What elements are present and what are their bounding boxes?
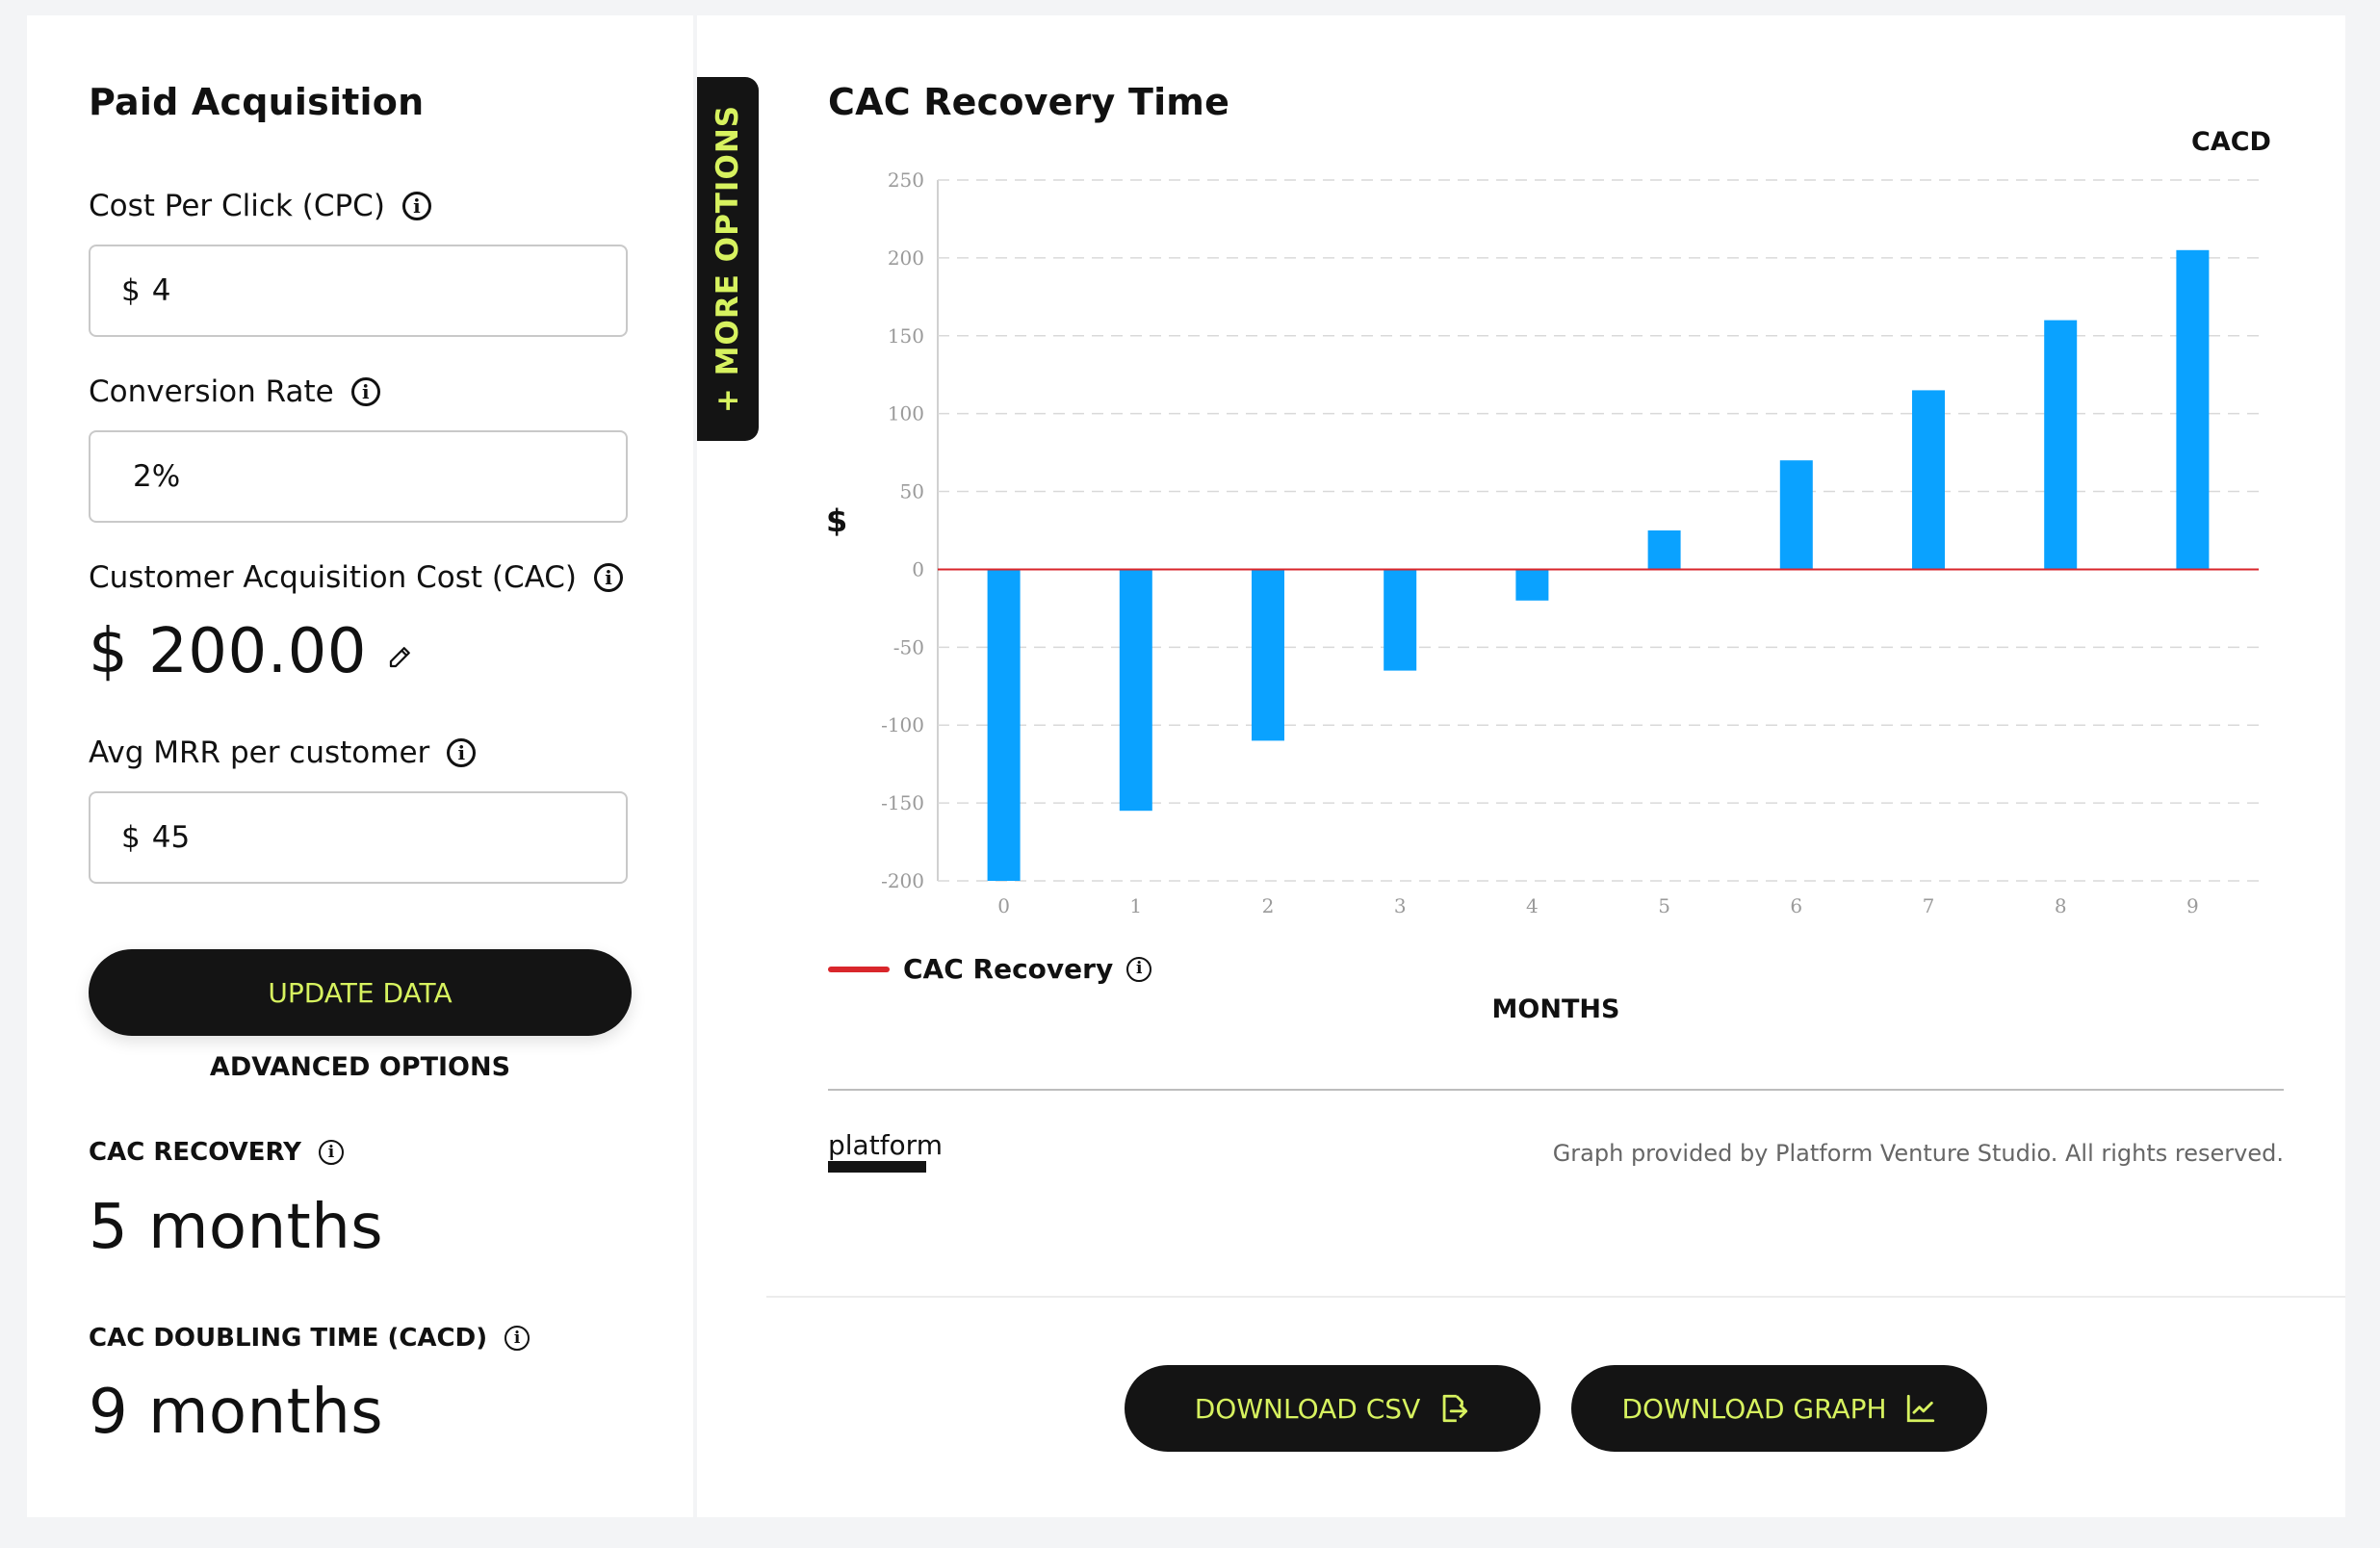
y-tick-label: 200 — [888, 246, 924, 270]
y-tick-label: 150 — [888, 324, 924, 348]
cpc-label: Cost Per Click (CPC) — [89, 189, 385, 223]
y-tick-label: 0 — [912, 557, 924, 580]
y-tick-label: 100 — [888, 402, 924, 426]
currency-prefix: $ — [121, 273, 141, 308]
bar-month-8[interactable] — [2044, 320, 2078, 570]
info-icon[interactable]: i — [1126, 956, 1152, 982]
x-tick-label: 7 — [1923, 894, 1935, 917]
bar-month-9[interactable] — [2176, 249, 2210, 570]
legend: CAC Recovery i — [828, 953, 1152, 985]
bar-month-4[interactable] — [1515, 569, 1549, 601]
more-options-tab[interactable]: + MORE OPTIONS — [697, 77, 759, 441]
bar-month-1[interactable] — [1119, 569, 1152, 812]
info-icon[interactable]: i — [350, 377, 380, 406]
legend-swatch — [828, 966, 890, 972]
mrr-label-row: Avg MRR per customer i — [89, 735, 477, 770]
cac-recovery-chart: 250 200 150 100 50 0 -50 -100 -150 -200 0 1 2 3 4 5 6 7 8… — [881, 168, 2259, 917]
update-data-button[interactable]: UPDATE DATA — [89, 949, 632, 1036]
cac-value: $ 200.00 — [89, 616, 367, 687]
bar-month-6[interactable] — [1779, 460, 1813, 570]
download-csv-button[interactable]: DOWNLOAD CSV — [1125, 1365, 1540, 1452]
cac-recovery-label: CAC RECOVERY — [89, 1138, 301, 1167]
bar-month-0[interactable] — [987, 569, 1021, 881]
cpc-value: 4 — [151, 273, 171, 308]
x-tick-label: 6 — [1790, 894, 1802, 917]
x-axis-label: MONTHS — [1491, 994, 1620, 1024]
edit-icon[interactable] — [386, 642, 415, 671]
conversion-value: 2% — [133, 459, 181, 494]
mrr-label: Avg MRR per customer — [89, 735, 430, 770]
conversion-rate-input[interactable]: 2% — [89, 430, 628, 523]
x-tick-label: 3 — [1394, 894, 1407, 917]
x-tick-label: 8 — [2055, 894, 2067, 917]
info-icon[interactable]: i — [447, 738, 477, 767]
x-tick-label: 0 — [997, 894, 1010, 917]
x-tick-label: 4 — [1526, 894, 1539, 917]
bar-month-2[interactable] — [1252, 569, 1284, 741]
cacd-value: 9 months — [89, 1377, 384, 1448]
panel-title: Paid Acquisition — [89, 81, 425, 123]
info-icon[interactable]: i — [504, 1326, 530, 1351]
cacd-label: CAC DOUBLING TIME (CACD) — [89, 1324, 488, 1353]
mrr-value: 45 — [151, 820, 191, 855]
x-tick-label: 1 — [1129, 894, 1142, 917]
x-tick-label: 9 — [2186, 894, 2199, 917]
info-icon[interactable]: i — [318, 1140, 344, 1165]
chart-corner-label: CACD — [2191, 127, 2271, 157]
bar-month-3[interactable] — [1384, 569, 1417, 671]
y-axis-label: $ — [826, 503, 848, 539]
footer-divider — [828, 1089, 2284, 1091]
logo-text: platform — [828, 1129, 943, 1161]
y-tick-label: -150 — [881, 791, 924, 814]
advanced-options-link[interactable]: ADVANCED OPTIONS — [209, 1052, 511, 1082]
cpc-input[interactable]: $ 4 — [89, 245, 628, 337]
bar-month-7[interactable] — [1912, 390, 1945, 570]
chart-panel — [697, 15, 2345, 1517]
download-graph-button[interactable]: DOWNLOAD GRAPH — [1571, 1365, 1987, 1452]
cac-label-row: Customer Acquisition Cost (CAC) i — [89, 560, 623, 595]
download-graph-label: DOWNLOAD GRAPH — [1621, 1392, 1887, 1425]
info-icon[interactable]: i — [401, 192, 431, 220]
y-tick-label: -200 — [881, 869, 924, 892]
export-icon — [1442, 1394, 1468, 1423]
y-tick-label: -100 — [881, 713, 924, 736]
legend-label: CAC Recovery — [903, 953, 1114, 985]
cacd-label-row: CAC DOUBLING TIME (CACD) i — [89, 1324, 530, 1353]
y-tick-label: -50 — [893, 635, 924, 658]
chart-title: CAC Recovery Time — [828, 81, 1230, 123]
x-tick-label: 2 — [1262, 894, 1275, 917]
footer-credit: Graph provided by Platform Venture Studi… — [1552, 1140, 2284, 1167]
section-divider — [766, 1296, 2345, 1298]
conversion-label: Conversion Rate — [89, 374, 334, 409]
update-data-label: UPDATE DATA — [268, 976, 453, 1009]
bar-month-5[interactable] — [1647, 530, 1681, 570]
platform-logo: platform — [828, 1132, 943, 1173]
download-csv-label: DOWNLOAD CSV — [1194, 1392, 1421, 1425]
cac-value-row: $ 200.00 — [89, 616, 415, 687]
conversion-label-row: Conversion Rate i — [89, 374, 380, 409]
x-tick-label: 5 — [1658, 894, 1670, 917]
cac-recovery-label-row: CAC RECOVERY i — [89, 1138, 344, 1167]
cpc-label-row: Cost Per Click (CPC) i — [89, 189, 431, 223]
y-tick-label: 50 — [900, 480, 924, 503]
y-tick-label: 250 — [888, 168, 924, 192]
currency-prefix: $ — [121, 820, 141, 855]
mrr-input[interactable]: $ 45 — [89, 791, 628, 884]
logo-bar — [828, 1161, 926, 1173]
info-icon[interactable]: i — [594, 563, 623, 592]
line-chart-icon — [1906, 1394, 1934, 1423]
cac-label: Customer Acquisition Cost (CAC) — [89, 560, 577, 595]
cac-recovery-value: 5 months — [89, 1192, 384, 1263]
